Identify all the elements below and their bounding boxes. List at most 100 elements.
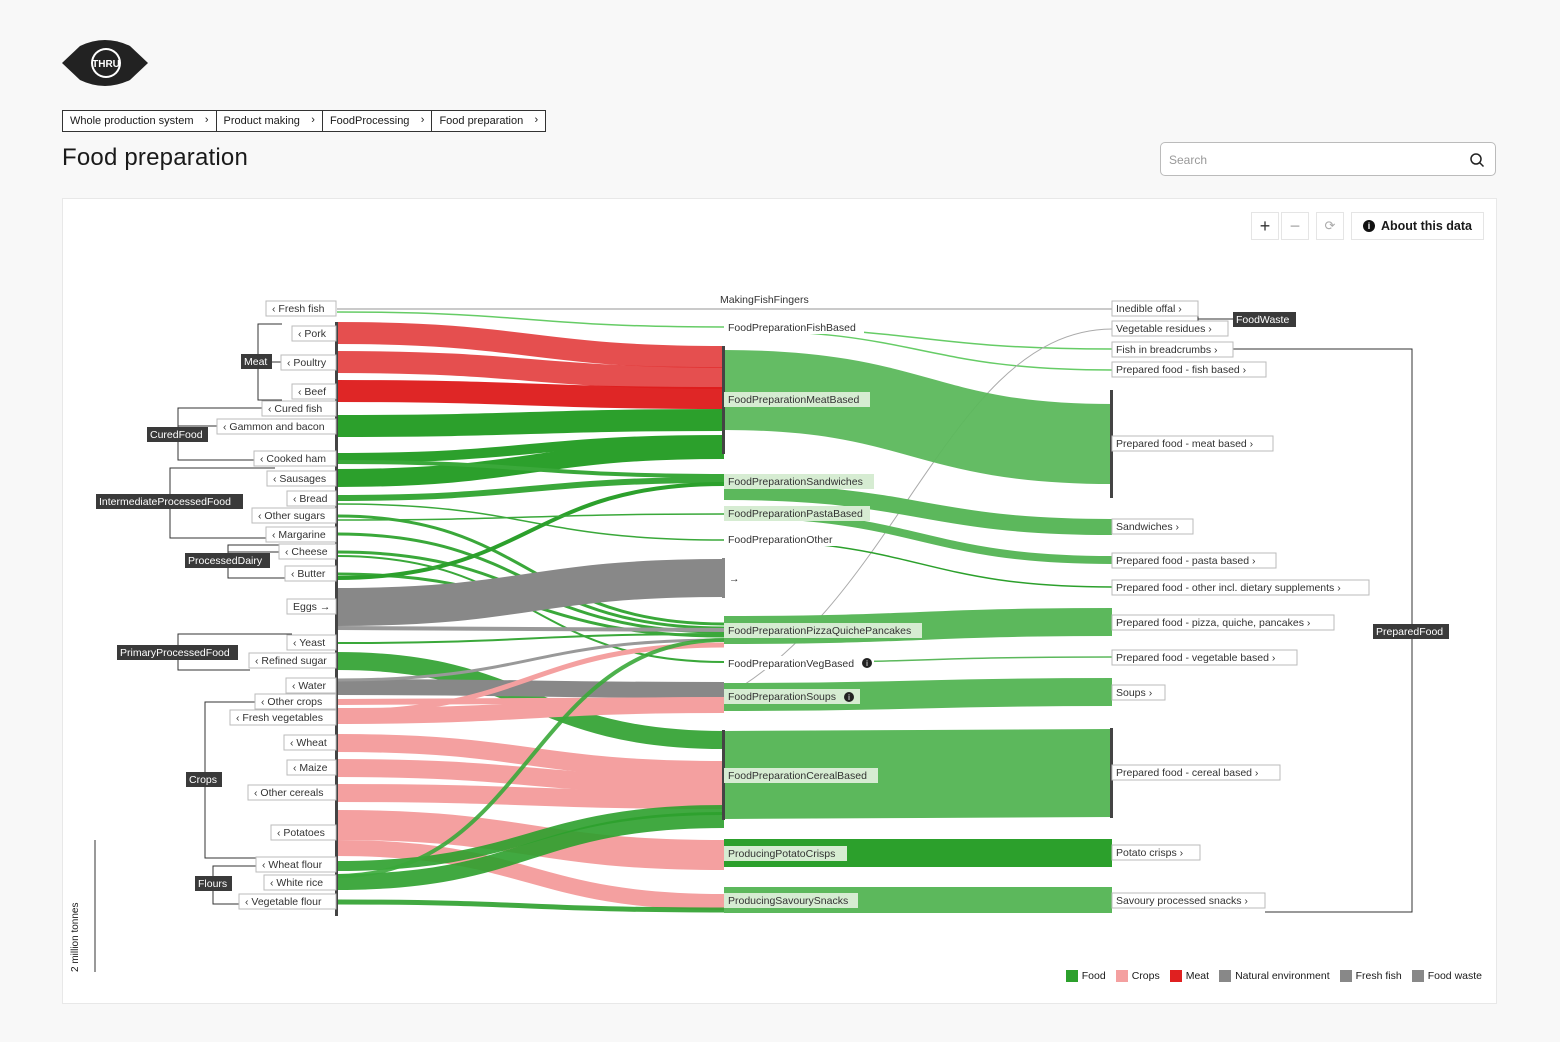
output-node-fish-in-breadcrumbs[interactable]: Fish in breadcrumbs ›	[1111, 341, 1234, 358]
output-node-prepared-cereal[interactable]: Prepared food - cereal based ›	[1111, 764, 1281, 781]
input-node-other-sugars[interactable]: ‹ Other sugars	[251, 507, 337, 524]
svg-text:ProducingPotatoCrisps: ProducingPotatoCrisps	[728, 848, 835, 860]
group-flours[interactable]: Flours	[195, 876, 232, 891]
zoom-in-button[interactable]: +	[1251, 212, 1279, 240]
flow-sausages-sandwiches	[336, 441, 725, 487]
input-node-fresh-fish[interactable]: ‹ Fresh fish	[265, 300, 337, 317]
group-primary-processed-food[interactable]: PrimaryProcessedFood	[117, 645, 238, 660]
process-eggs-arrow[interactable]: →	[729, 573, 740, 585]
output-node-potato-crisps[interactable]: Potato crisps ›	[1111, 844, 1201, 861]
input-node-margarine[interactable]: ‹ Margarine	[265, 526, 337, 543]
group-processed-dairy[interactable]: ProcessedDairy	[185, 553, 270, 568]
input-node-eggs[interactable]: Eggs →	[286, 598, 337, 615]
svg-text:ProducingSavourySnacks: ProducingSavourySnacks	[728, 895, 848, 907]
flow-pork-meatbased	[336, 322, 725, 368]
input-node-yeast[interactable]: ‹ Yeast	[286, 634, 337, 651]
breadcrumb-item-product-making[interactable]: Product making ›	[217, 111, 323, 131]
breadcrumb-label: FoodProcessing	[329, 115, 410, 127]
input-node-pork[interactable]: ‹ Pork	[291, 325, 337, 342]
search-box	[1160, 142, 1496, 177]
output-node-vegetable-residues[interactable]: Vegetable residues ›	[1111, 320, 1229, 337]
output-node-savoury-snacks[interactable]: Savoury processed snacks ›	[1111, 892, 1266, 909]
input-node-poultry[interactable]: ‹ Poultry	[280, 354, 337, 371]
input-node-wheat-flour[interactable]: ‹ Wheat flour	[255, 856, 337, 873]
process-potato-crisps[interactable]: ProducingPotatoCrisps	[724, 846, 847, 861]
process-pasta-based[interactable]: FoodPreparationPastaBased	[724, 506, 870, 521]
process-fish-based[interactable]: FoodPreparationFishBased	[724, 320, 864, 334]
input-node-refined-sugar[interactable]: ‹ Refined sugar	[248, 652, 337, 669]
about-data-label: About this data	[1381, 219, 1472, 233]
group-prepared-food[interactable]: PreparedFood	[1373, 624, 1449, 639]
input-node-sausages[interactable]: ‹ Sausages	[266, 470, 337, 487]
input-node-fresh-vegetables[interactable]: ‹ Fresh vegetables	[229, 709, 337, 726]
svg-text:Prepared food - pasta based ›: Prepared food - pasta based ›	[1116, 555, 1256, 567]
svg-text:‹ Vegetable flour: ‹ Vegetable flour	[245, 896, 322, 908]
info-icon: i	[848, 693, 850, 702]
input-node-cheese[interactable]: ‹ Cheese	[278, 543, 337, 560]
process-soups[interactable]: FoodPreparationSoups i	[724, 689, 860, 704]
group-meat[interactable]: Meat	[241, 354, 272, 369]
search-input[interactable]	[1161, 143, 1451, 177]
process-savoury-snacks[interactable]: ProducingSavourySnacks	[724, 893, 858, 908]
input-node-water[interactable]: ‹ Water	[285, 677, 337, 694]
output-node-sandwiches[interactable]: Sandwiches ›	[1111, 518, 1194, 535]
output-node-prepared-pasta[interactable]: Prepared food - pasta based ›	[1111, 552, 1277, 569]
input-node-cured-fish[interactable]: ‹ Cured fish	[261, 400, 337, 417]
flow-othercereals-cereal	[336, 784, 725, 809]
input-node-other-crops[interactable]: ‹ Other crops	[254, 693, 337, 710]
group-food-waste[interactable]: FoodWaste	[1233, 312, 1296, 327]
group-cured-food[interactable]: CuredFood	[147, 427, 208, 442]
svg-text:Prepared food - vegetable base: Prepared food - vegetable based ›	[1116, 652, 1276, 664]
output-node-prepared-pizza[interactable]: Prepared food - pizza, quiche, pancakes …	[1111, 614, 1335, 631]
chevron-right-icon: ›	[420, 114, 425, 126]
input-node-vegetable-flour[interactable]: ‹ Vegetable flour	[238, 893, 337, 910]
breadcrumb-label: Food preparation	[439, 115, 524, 127]
about-data-button[interactable]: i About this data	[1351, 212, 1484, 240]
svg-text:Prepared food - meat based ›: Prepared food - meat based ›	[1116, 438, 1254, 450]
output-node-prepared-fish[interactable]: Prepared food - fish based ›	[1111, 361, 1267, 378]
zoom-out-button[interactable]: −	[1281, 212, 1309, 240]
output-node-soups[interactable]: Soups ›	[1111, 684, 1166, 701]
flow-fresh-fish-fishbased	[336, 311, 725, 328]
breadcrumb-item-whole-production-system[interactable]: Whole production system ›	[63, 111, 217, 131]
process-pizza-quiche-pancakes[interactable]: FoodPreparationPizzaQuichePancakes	[724, 623, 922, 638]
input-node-gammon-bacon[interactable]: ‹ Gammon and bacon	[216, 418, 337, 435]
svg-text:‹ Potatoes: ‹ Potatoes	[277, 827, 325, 839]
flow-eggs-pizza	[336, 626, 725, 632]
process-sandwiches[interactable]: FoodPreparationSandwiches	[724, 474, 874, 489]
input-node-beef[interactable]: ‹ Beef	[291, 383, 337, 400]
input-node-wheat[interactable]: ‹ Wheat	[283, 734, 337, 751]
svg-text:FoodPreparationVegBased: FoodPreparationVegBased	[728, 658, 854, 670]
breadcrumb-item-food-processing[interactable]: FoodProcessing ›	[323, 111, 433, 131]
process-other[interactable]: FoodPreparationOther	[724, 532, 842, 546]
input-node-white-rice[interactable]: ‹ White rice	[263, 874, 337, 891]
input-node-cooked-ham[interactable]: ‹ Cooked ham	[253, 450, 337, 467]
input-node-other-cereals[interactable]: ‹ Other cereals	[247, 784, 337, 801]
svg-text:Vegetable residues ›: Vegetable residues ›	[1116, 323, 1212, 335]
input-node-maize[interactable]: ‹ Maize	[286, 759, 337, 776]
process-veg-based[interactable]: FoodPreparationVegBased i	[724, 656, 874, 670]
group-intermediate-processed-food[interactable]: IntermediateProcessedFood	[96, 494, 243, 509]
search-icon[interactable]	[1469, 152, 1485, 168]
input-node-butter[interactable]: ‹ Butter	[284, 565, 337, 582]
flow-sandwiches-output	[723, 484, 1113, 535]
svg-text:‹ Pork: ‹ Pork	[298, 328, 327, 340]
process-meat-based[interactable]: FoodPreparationMeatBased	[724, 392, 870, 407]
svg-text:‹ Maize: ‹ Maize	[293, 762, 328, 774]
output-node-prepared-other[interactable]: Prepared food - other incl. dietary supp…	[1111, 579, 1370, 596]
breadcrumb-item-food-preparation[interactable]: Food preparation ›	[432, 111, 545, 131]
reset-view-button[interactable]: ⟳	[1316, 212, 1344, 240]
process-making-fish-fingers[interactable]: MakingFishFingers	[720, 294, 809, 306]
process-cereal-based[interactable]: FoodPreparationCerealBased	[724, 768, 878, 783]
output-node-prepared-veg[interactable]: Prepared food - vegetable based ›	[1111, 649, 1298, 666]
legend: Food Crops Meat Natural environment Fres…	[1065, 970, 1482, 982]
flow-freshveg-pizza	[336, 642, 725, 715]
svg-text:‹ Other sugars: ‹ Other sugars	[258, 510, 325, 522]
legend-item-fresh-fish: Fresh fish	[1339, 970, 1402, 982]
input-node-potatoes[interactable]: ‹ Potatoes	[270, 824, 337, 841]
input-node-bread[interactable]: ‹ Bread	[286, 490, 337, 507]
info-icon: i	[1363, 220, 1375, 232]
group-crops[interactable]: Crops	[186, 772, 222, 787]
output-node-prepared-meat[interactable]: Prepared food - meat based ›	[1111, 435, 1274, 452]
output-node-inedible-offal[interactable]: Inedible offal ›	[1111, 300, 1199, 317]
